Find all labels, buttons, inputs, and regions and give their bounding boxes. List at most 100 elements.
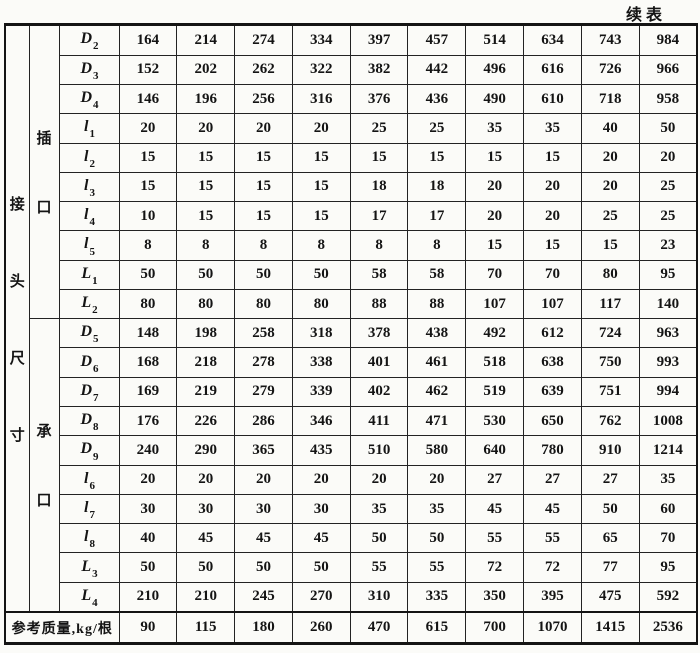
row-label-symbol: D bbox=[80, 30, 93, 48]
footer-cell: 1070 bbox=[523, 611, 582, 645]
table-row: L3 50 50 50 50 55 55 72 72 77 95 bbox=[5, 552, 698, 583]
data-cell: 256 bbox=[234, 83, 293, 115]
row-label: D6 bbox=[58, 347, 120, 378]
row-label-subscript: 7 bbox=[89, 509, 95, 522]
data-cell: 40 bbox=[118, 523, 178, 554]
row-label-symbol: L bbox=[81, 586, 92, 604]
data-cell: 751 bbox=[580, 376, 640, 408]
data-cell: 984 bbox=[638, 24, 698, 56]
data-cell: 23 bbox=[638, 230, 698, 261]
data-cell: 616 bbox=[523, 54, 582, 85]
data-cell: 77 bbox=[580, 552, 640, 583]
data-cell: 50 bbox=[118, 259, 178, 290]
row-label-symbol: L bbox=[81, 264, 92, 282]
data-cell: 519 bbox=[465, 376, 525, 408]
data-cell: 15 bbox=[234, 171, 293, 203]
data-cell: 310 bbox=[349, 581, 409, 613]
data-cell: 634 bbox=[523, 24, 582, 56]
footer-cell: 260 bbox=[291, 611, 351, 645]
data-cell: 518 bbox=[465, 347, 525, 378]
continued-table-label: 续表 bbox=[625, 7, 666, 24]
data-cell: 20 bbox=[118, 464, 178, 495]
data-cell: 650 bbox=[523, 406, 582, 437]
data-cell: 442 bbox=[407, 54, 467, 85]
row-label: l5 bbox=[58, 230, 120, 261]
data-cell: 20 bbox=[523, 201, 582, 232]
data-cell: 17 bbox=[349, 201, 409, 232]
row-label-symbol: D bbox=[80, 89, 93, 106]
data-cell: 1214 bbox=[638, 435, 698, 466]
data-cell: 169 bbox=[118, 376, 178, 408]
data-cell: 15 bbox=[291, 201, 351, 232]
footer-cell: 1415 bbox=[580, 611, 640, 645]
data-cell: 20 bbox=[234, 464, 293, 495]
data-cell: 958 bbox=[638, 83, 698, 115]
data-cell: 994 bbox=[638, 376, 698, 408]
row-label-subscript: 2 bbox=[92, 304, 98, 317]
table-row: D3 152 202 262 322 382 442 496 616 726 966 bbox=[5, 54, 698, 85]
data-cell: 210 bbox=[118, 581, 178, 613]
row-label: L3 bbox=[58, 552, 120, 583]
table-row: l7 30 30 30 30 35 35 45 45 50 60 bbox=[5, 493, 698, 525]
table-row: l6 20 20 20 20 20 20 27 27 27 35 bbox=[5, 464, 698, 495]
row-label-subscript: 1 bbox=[92, 274, 98, 287]
row-label-symbol: D bbox=[80, 323, 93, 341]
row-label: D4 bbox=[58, 83, 120, 115]
data-cell: 45 bbox=[291, 523, 351, 554]
data-cell: 146 bbox=[118, 83, 178, 115]
data-cell: 15 bbox=[118, 142, 178, 173]
data-cell: 17 bbox=[407, 201, 467, 232]
side-header-char: 寸 bbox=[9, 427, 25, 444]
group-label-char: 插 bbox=[36, 131, 52, 148]
data-cell: 435 bbox=[291, 435, 351, 466]
data-cell: 490 bbox=[465, 83, 525, 115]
data-cell: 639 bbox=[523, 376, 582, 408]
data-cell: 80 bbox=[176, 288, 236, 320]
side-header-char: 头 bbox=[9, 273, 25, 290]
data-cell: 218 bbox=[176, 347, 236, 378]
group-label-socket: 承口 bbox=[28, 318, 60, 613]
table-row: D9 240 290 365 435 510 580 640 780 910 1214 bbox=[5, 435, 698, 466]
data-cell: 50 bbox=[176, 552, 236, 583]
row-label: D2 bbox=[58, 24, 120, 56]
data-cell: 15 bbox=[118, 171, 178, 203]
row-label-symbol: D bbox=[80, 440, 93, 458]
data-cell: 50 bbox=[638, 113, 698, 144]
data-cell: 910 bbox=[580, 435, 640, 466]
data-cell: 176 bbox=[118, 406, 178, 437]
row-label-subscript: 1 bbox=[89, 128, 95, 141]
data-cell: 270 bbox=[291, 581, 351, 613]
data-cell: 612 bbox=[523, 318, 582, 349]
data-cell: 492 bbox=[465, 318, 525, 349]
data-cell: 95 bbox=[638, 259, 698, 290]
data-cell: 20 bbox=[176, 113, 236, 144]
data-cell: 55 bbox=[523, 523, 582, 554]
group-label-stack: 承口 bbox=[30, 420, 58, 510]
data-cell: 1008 bbox=[638, 406, 698, 437]
data-cell: 20 bbox=[523, 171, 582, 203]
data-cell: 436 bbox=[407, 83, 467, 115]
row-label: L2 bbox=[58, 288, 120, 320]
row-label-subscript: 2 bbox=[93, 40, 99, 53]
footer-cell: 615 bbox=[407, 611, 467, 645]
data-cell: 475 bbox=[580, 581, 640, 613]
data-cell: 318 bbox=[291, 318, 351, 349]
data-cell: 966 bbox=[638, 54, 698, 85]
data-cell: 25 bbox=[638, 201, 698, 232]
data-cell: 140 bbox=[638, 288, 698, 320]
data-cell: 198 bbox=[176, 318, 236, 349]
data-cell: 107 bbox=[523, 288, 582, 320]
data-cell: 15 bbox=[523, 230, 582, 261]
data-cell: 15 bbox=[349, 142, 409, 173]
data-cell: 60 bbox=[638, 493, 698, 525]
side-header-char: 接 bbox=[9, 196, 25, 213]
footer-cell: 700 bbox=[465, 611, 525, 645]
data-cell: 350 bbox=[465, 581, 525, 613]
data-cell: 15 bbox=[291, 171, 351, 203]
data-cell: 750 bbox=[580, 347, 640, 378]
row-label: D5 bbox=[58, 318, 120, 349]
data-cell: 15 bbox=[234, 142, 293, 173]
data-cell: 8 bbox=[291, 230, 351, 261]
side-header-joint-dimensions: 接头尺寸 bbox=[4, 24, 30, 613]
data-cell: 70 bbox=[638, 523, 698, 554]
